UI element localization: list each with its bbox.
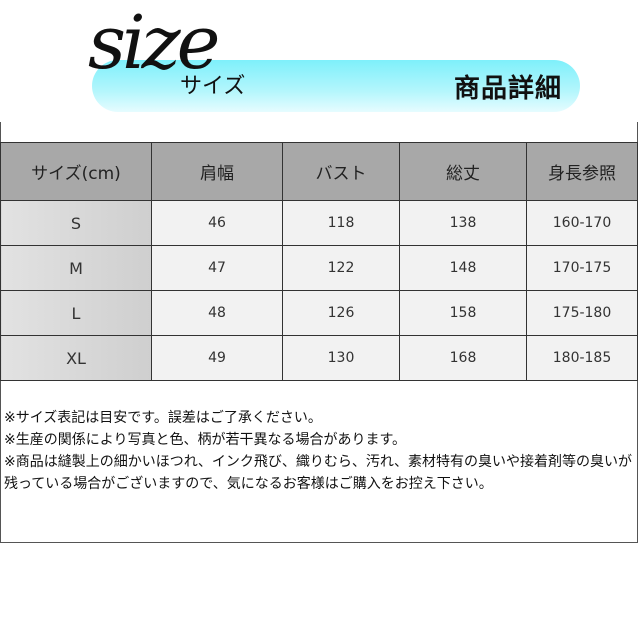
note-line: ※サイズ表記は目安です。誤差はご了承ください。 [4, 410, 322, 426]
cell-height: 180-185 [526, 335, 638, 381]
table-row: L 48 126 158 175-180 [0, 290, 638, 336]
cell-length: 138 [399, 200, 527, 246]
cell-height: 160-170 [526, 200, 638, 246]
notes: ※サイズ表記は目安です。誤差はご了承ください。 ※生産の関係により写真と色、柄が… [4, 407, 634, 495]
table-header-row: サイズ(cm) 肩幅 バスト 総丈 身長参照 [0, 142, 638, 201]
banner-title: 商品詳細 [453, 74, 562, 104]
note-line: ※生産の関係により写真と色、柄が若干異なる場合があります。 [4, 432, 407, 448]
table-row: S 46 118 138 160-170 [0, 200, 638, 246]
cell-shoulder: 49 [151, 335, 283, 381]
note-line: ※商品は縫製上の細かいほつれ、インク飛び、織りむら、汚れ、素材特有の臭いや接着剤… [4, 454, 633, 492]
cell-bust: 130 [282, 335, 400, 381]
header-shoulder: 肩幅 [151, 142, 283, 201]
cell-size: XL [0, 335, 152, 381]
header-size: サイズ(cm) [0, 142, 152, 201]
cell-height: 175-180 [526, 290, 638, 336]
cell-length: 158 [399, 290, 527, 336]
header-bust: バスト [282, 142, 400, 201]
size-table: サイズ(cm) 肩幅 バスト 総丈 身長参照 S 46 118 138 160-170 M… [0, 142, 638, 381]
table-row: M 47 122 148 170-175 [0, 245, 638, 291]
table-row: XL 49 130 168 180-185 [0, 335, 638, 381]
cell-shoulder: 48 [151, 290, 283, 336]
cell-length: 168 [399, 335, 527, 381]
title-banner: 商品詳細 [92, 60, 580, 112]
cell-height: 170-175 [526, 245, 638, 291]
cell-bust: 118 [282, 200, 400, 246]
cell-size: L [0, 290, 152, 336]
cell-bust: 122 [282, 245, 400, 291]
cell-size: S [0, 200, 152, 246]
size-logo-kana: サイズ [180, 74, 246, 99]
cell-size: M [0, 245, 152, 291]
cell-bust: 126 [282, 290, 400, 336]
size-logo: size [88, 0, 220, 86]
header-length: 総丈 [399, 142, 527, 201]
cell-length: 148 [399, 245, 527, 291]
cell-shoulder: 47 [151, 245, 283, 291]
cell-shoulder: 46 [151, 200, 283, 246]
header-height: 身長参照 [526, 142, 638, 201]
